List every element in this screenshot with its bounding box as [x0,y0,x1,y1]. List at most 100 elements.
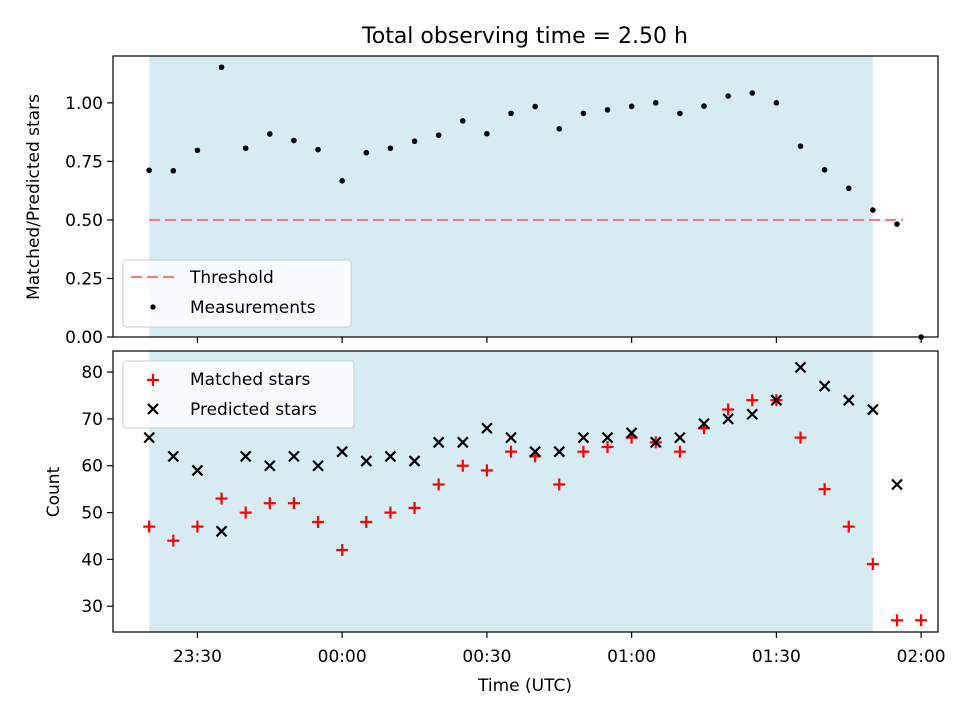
legend-measurements-label: Measurements [190,298,316,318]
predicted-star-point [577,431,590,444]
top-y-tick-label: 0.50 [65,211,103,231]
predicted-star-point [505,431,517,444]
predicted-star-point [867,403,879,416]
matched-star-point [480,464,493,477]
predicted-star-point [215,525,228,538]
matched-star-point [360,515,373,528]
measurement-point [773,100,780,106]
measurement-point [845,185,852,192]
matched-star-point [143,520,156,533]
top-y-axis-label: Matched/Predicted stars [24,94,44,300]
matched-star-point [456,459,469,472]
predicted-star-point [457,436,469,449]
bottom-y-axis-label: Count [44,466,64,517]
bottom-legend: Matched stars Predicted stars [122,360,355,429]
top-y-tick-label: 0.75 [65,152,103,172]
predicted-star-point [336,445,348,458]
matched-star-point [167,534,180,547]
bottom-y-tick-label: 50 [81,504,103,524]
measurement-point [604,107,611,113]
predicted-star-point [698,417,710,430]
matched-star-point [915,614,928,627]
matched-star-point [505,445,518,458]
predicted-star-point [625,427,638,439]
predicted-star-point [264,459,276,472]
predicted-star-point [722,413,734,425]
x-tick-label: 23:30 [173,647,222,667]
legend-threshold-label: Threshold [189,268,274,288]
bottom-y-tick-label: 40 [81,550,103,570]
matched-star-point [890,614,903,627]
measurement-point [315,146,321,153]
x-tick-label: 01:30 [752,647,801,667]
measurement-point [484,130,490,137]
measurement-point [266,131,273,137]
measurement-point [363,149,370,156]
predicted-star-point [818,380,831,392]
predicted-star-point [770,394,783,406]
measurement-point [194,147,201,154]
matched-star-point [601,441,614,454]
matched-star-point [312,515,325,528]
top-y-tick-label: 1.00 [65,94,103,114]
measurement-point [725,93,731,99]
bottom-y-tick-label: 80 [81,363,103,383]
predicted-star-point [649,436,662,449]
predicted-star-point [432,436,445,449]
measurement-point [435,132,442,138]
top-legend: Threshold Measurements [122,259,352,328]
top-y-tick-label: 0.00 [65,328,103,348]
measurement-point [411,138,418,145]
predicted-star-point [191,464,204,477]
measurement-points [146,64,924,340]
matched-star-point [287,497,300,510]
matched-star-point [818,483,831,496]
predicted-star-point [746,408,759,421]
matched-star-point [722,403,735,416]
measurement-point [677,110,683,117]
measurement-point [556,126,563,132]
measurement-point [508,110,514,117]
predicted-star-point [674,431,686,444]
measurement-point [339,178,345,184]
predicted-star-point [288,450,300,463]
bottom-y-tick-label: 60 [81,457,103,477]
measurement-point [146,167,152,174]
bottom-axes-frame [112,350,939,633]
matched-star-point [215,492,228,505]
bottom-y-tick-label: 30 [81,597,103,617]
matched-star-point [191,520,204,533]
x-tick-label: 00:30 [462,647,511,667]
star-count-points [143,361,928,627]
predicted-star-point [529,445,541,458]
predicted-star-point [239,450,252,463]
matched-star-point [384,506,397,519]
legend-predicted-swatch [147,403,159,415]
legend-measurements-swatch [150,304,156,310]
predicted-star-point [360,455,373,467]
predicted-star-point [481,422,493,435]
measurement-point [532,103,538,110]
x-tick-label: 02:00 [897,647,946,667]
measurement-point [580,110,587,117]
top-panel: 0.00 0.25 0.50 0.75 1.00 Matched/Predicted s… [24,55,939,348]
measurement-point [218,64,225,71]
measurement-point [628,103,635,110]
predicted-star-point [312,459,324,472]
matched-star-point [746,394,759,407]
predicted-star-point [842,394,855,406]
legend-matched-swatch [147,374,159,386]
top-axes-frame [112,55,939,338]
predicted-star-point [794,361,807,374]
measurement-point [459,118,466,124]
measurement-point [894,221,900,227]
chart-title: Total observing time = 2.50 h [361,24,688,49]
matched-star-point [336,544,349,557]
bottom-panel: 30 40 50 60 70 80 23:30 00:00 00:30 01:00 01:30 02:… [44,350,946,696]
top-ticks: 0.00 0.25 0.50 0.75 1.00 [65,94,922,348]
matched-star-point [553,478,566,491]
matched-star-point [794,431,807,444]
measurement-point [242,145,249,152]
bottom-y-tick-label: 70 [81,410,103,430]
